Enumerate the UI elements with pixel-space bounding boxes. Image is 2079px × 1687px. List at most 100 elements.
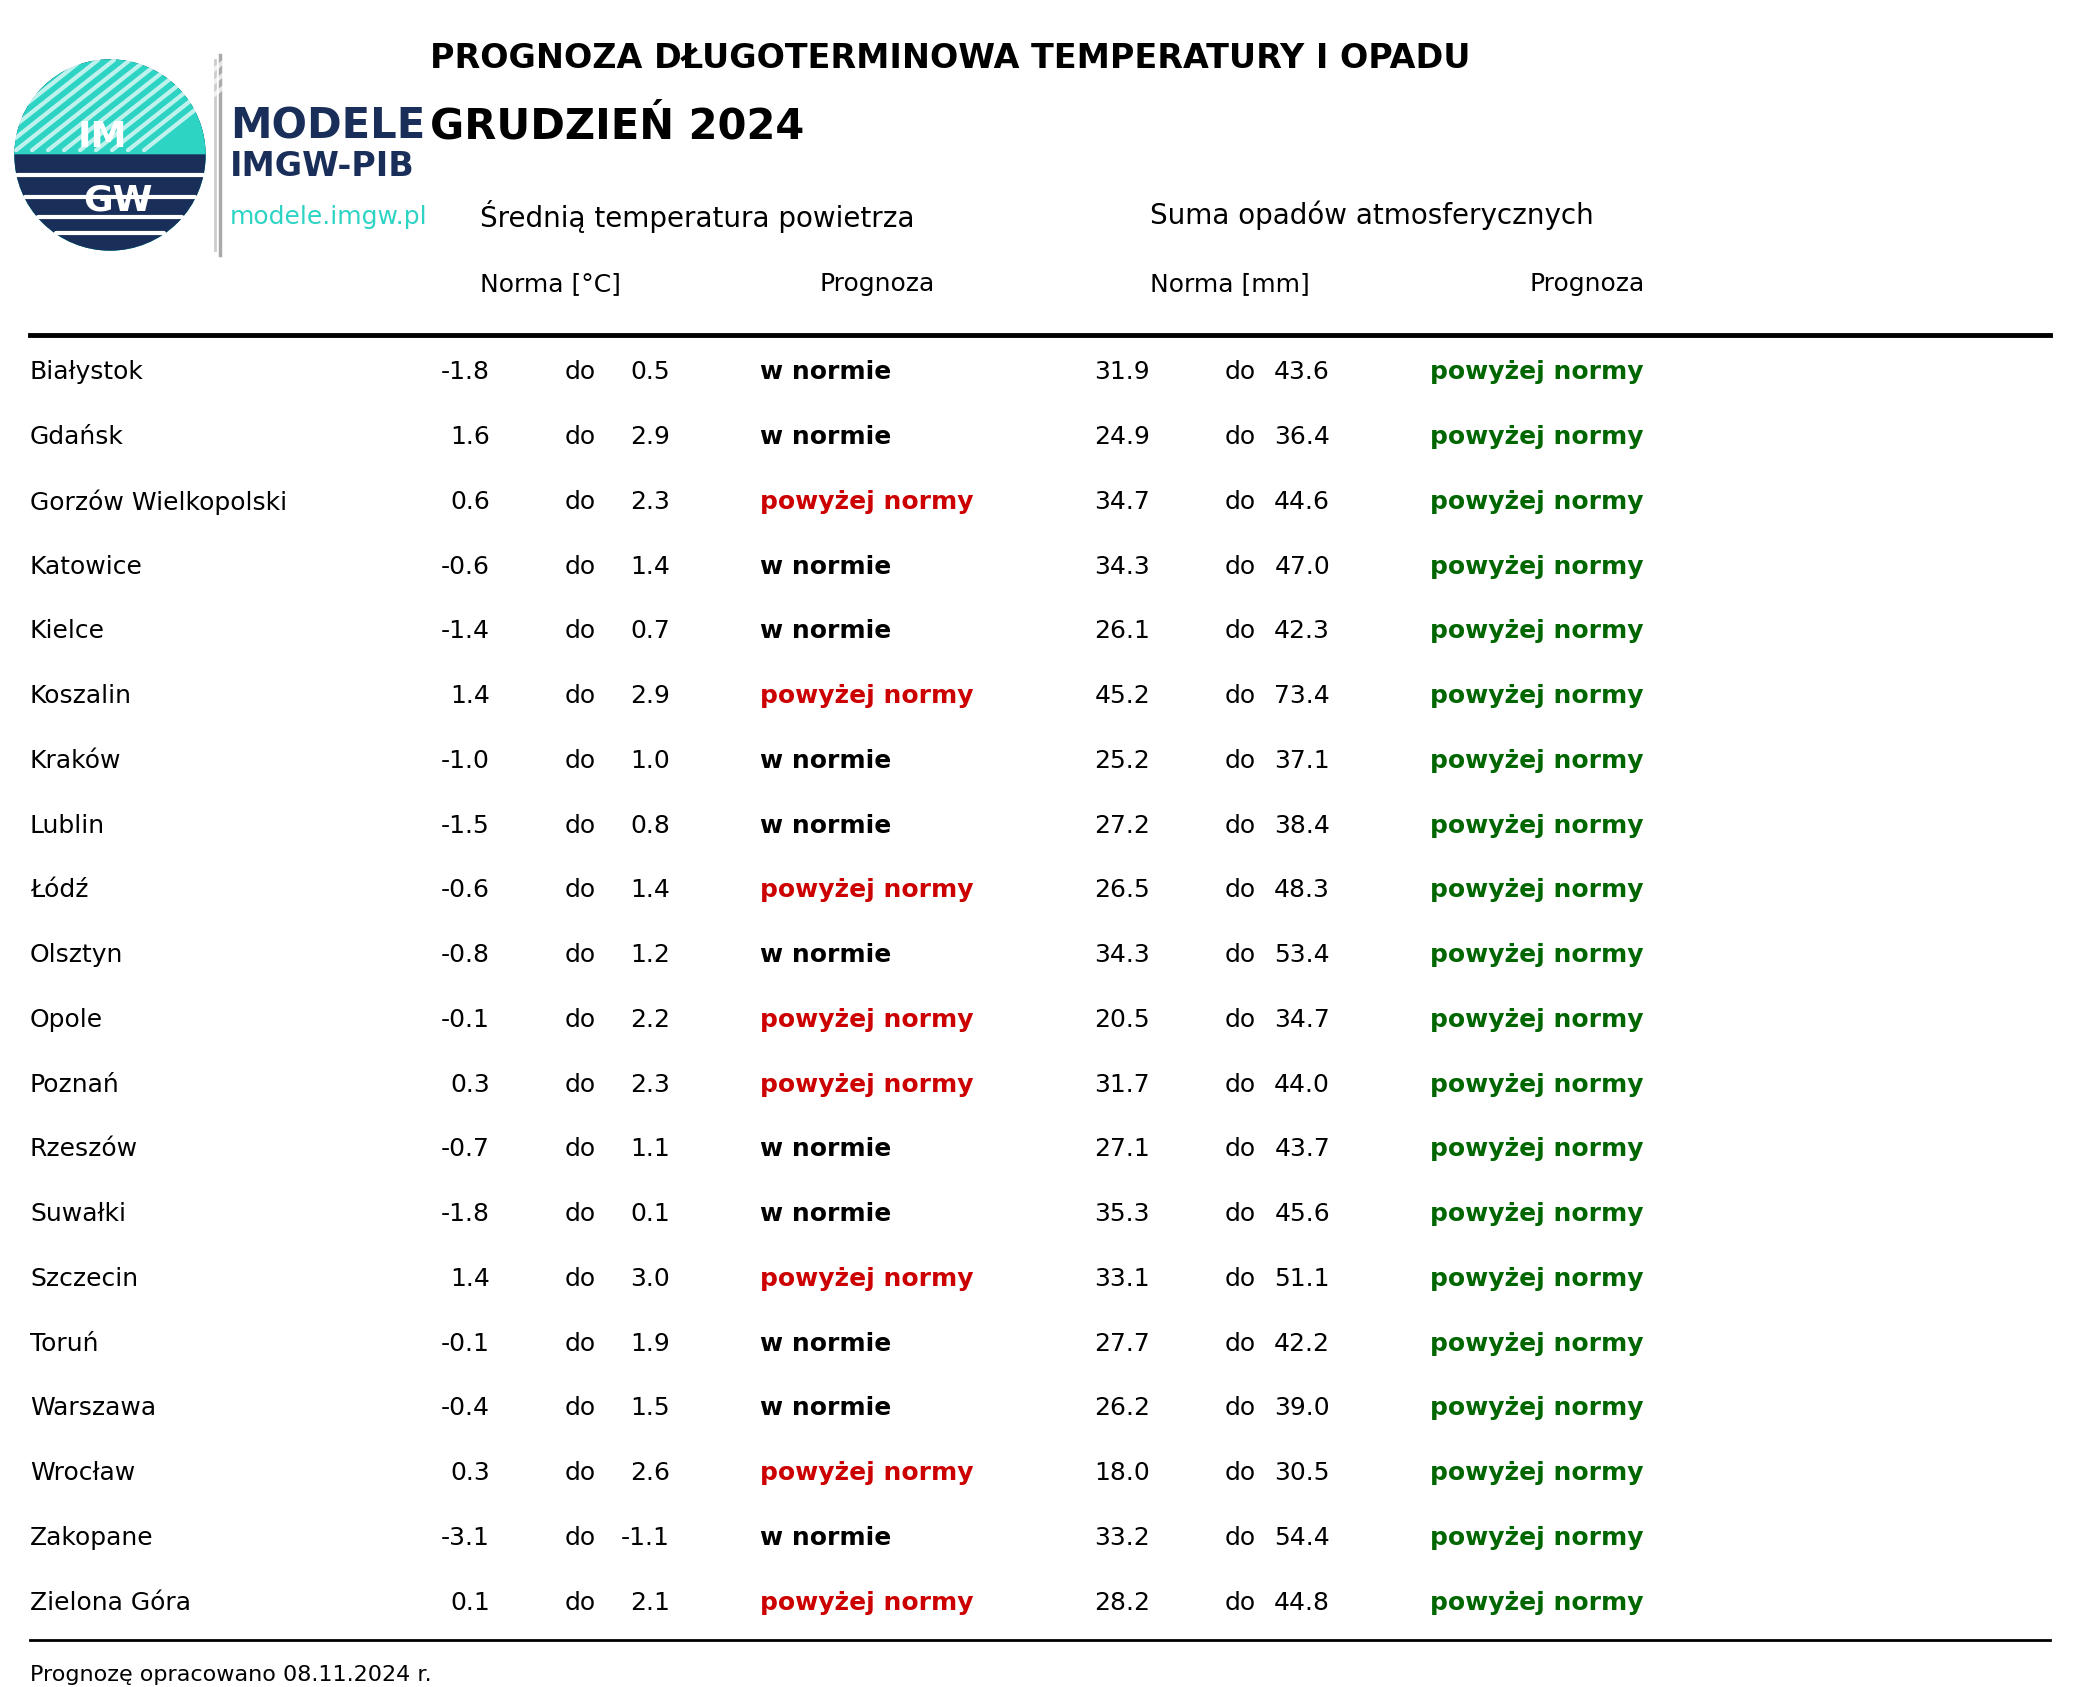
Text: do: do [1225, 1267, 1256, 1291]
Text: 73.4: 73.4 [1274, 685, 1331, 709]
Text: Suma opadów atmosferycznych: Suma opadów atmosferycznych [1150, 201, 1595, 229]
Text: -1.5: -1.5 [441, 813, 491, 838]
Text: Rzeszów: Rzeszów [29, 1137, 137, 1161]
Text: Opole: Opole [29, 1007, 104, 1032]
Text: do: do [1225, 1331, 1256, 1356]
Text: -1.0: -1.0 [441, 749, 491, 773]
Text: powyżej normy: powyżej normy [1430, 1267, 1644, 1291]
Text: 2.9: 2.9 [630, 685, 669, 709]
Text: 2.1: 2.1 [630, 1591, 669, 1614]
Text: do: do [1225, 1007, 1256, 1032]
Text: powyżej normy: powyżej normy [1430, 685, 1644, 709]
Text: 1.4: 1.4 [630, 555, 669, 579]
Text: w normie: w normie [761, 1331, 892, 1356]
Text: 1.1: 1.1 [630, 1137, 669, 1161]
Text: Gorzów Wielkopolski: Gorzów Wielkopolski [29, 489, 287, 515]
Text: w normie: w normie [761, 1203, 892, 1226]
Text: -0.7: -0.7 [441, 1137, 491, 1161]
Text: do: do [563, 685, 595, 709]
Text: powyżej normy: powyżej normy [1430, 1007, 1644, 1032]
Text: 1.2: 1.2 [630, 943, 669, 967]
Text: Koszalin: Koszalin [29, 685, 131, 709]
Text: 45.2: 45.2 [1094, 685, 1150, 709]
Text: powyżej normy: powyżej normy [761, 1591, 973, 1614]
Text: do: do [563, 1007, 595, 1032]
Text: 2.3: 2.3 [630, 489, 669, 515]
Text: powyżej normy: powyżej normy [1430, 1525, 1644, 1550]
Text: do: do [1225, 1073, 1256, 1097]
Text: do: do [563, 361, 595, 385]
Text: IM: IM [77, 120, 127, 154]
Text: 31.9: 31.9 [1094, 361, 1150, 385]
Text: 53.4: 53.4 [1274, 943, 1331, 967]
Text: 43.6: 43.6 [1274, 361, 1331, 385]
Text: 1.4: 1.4 [630, 879, 669, 903]
Text: 26.2: 26.2 [1094, 1397, 1150, 1420]
Text: 20.5: 20.5 [1094, 1007, 1150, 1032]
Text: -0.6: -0.6 [441, 555, 491, 579]
Text: powyżej normy: powyżej normy [761, 489, 973, 515]
Text: 31.7: 31.7 [1094, 1073, 1150, 1097]
Text: do: do [563, 1461, 595, 1485]
Text: do: do [1225, 685, 1256, 709]
Text: w normie: w normie [761, 813, 892, 838]
Text: -1.4: -1.4 [441, 619, 491, 643]
Text: 45.6: 45.6 [1274, 1203, 1331, 1226]
Text: Norma [mm]: Norma [mm] [1150, 272, 1310, 295]
Text: w normie: w normie [761, 1397, 892, 1420]
Text: 34.3: 34.3 [1094, 943, 1150, 967]
Text: powyżej normy: powyżej normy [1430, 943, 1644, 967]
Text: 0.7: 0.7 [630, 619, 669, 643]
Text: do: do [563, 1203, 595, 1226]
Text: -1.1: -1.1 [622, 1525, 669, 1550]
Text: 44.8: 44.8 [1274, 1591, 1331, 1614]
Text: Prognoza: Prognoza [1530, 272, 1644, 295]
Text: Lublin: Lublin [29, 813, 106, 838]
Text: 1.5: 1.5 [630, 1397, 669, 1420]
Text: Wrocław: Wrocław [29, 1461, 135, 1485]
Text: powyżej normy: powyżej normy [1430, 1461, 1644, 1485]
Text: Suwałki: Suwałki [29, 1203, 127, 1226]
Text: 28.2: 28.2 [1094, 1591, 1150, 1614]
Text: -1.8: -1.8 [441, 361, 491, 385]
Text: w normie: w normie [761, 1137, 892, 1161]
Text: 24.9: 24.9 [1094, 425, 1150, 449]
Text: powyżej normy: powyżej normy [761, 685, 973, 709]
Text: -0.1: -0.1 [441, 1331, 491, 1356]
Text: do: do [1225, 1203, 1256, 1226]
Text: 48.3: 48.3 [1274, 879, 1331, 903]
Text: -0.4: -0.4 [441, 1397, 491, 1420]
Text: GW: GW [83, 182, 152, 218]
Text: 27.2: 27.2 [1094, 813, 1150, 838]
Text: modele.imgw.pl: modele.imgw.pl [231, 206, 428, 229]
Text: powyżej normy: powyżej normy [1430, 1203, 1644, 1226]
Text: do: do [1225, 489, 1256, 515]
Text: do: do [1225, 879, 1256, 903]
Text: do: do [1225, 361, 1256, 385]
Text: 33.2: 33.2 [1094, 1525, 1150, 1550]
Text: powyżej normy: powyżej normy [1430, 1331, 1644, 1356]
Text: 2.9: 2.9 [630, 425, 669, 449]
Text: powyżej normy: powyżej normy [1430, 1397, 1644, 1420]
Wedge shape [15, 155, 206, 250]
Text: 42.2: 42.2 [1274, 1331, 1331, 1356]
Text: powyżej normy: powyżej normy [1430, 813, 1644, 838]
Text: 44.6: 44.6 [1274, 489, 1331, 515]
Text: do: do [563, 1525, 595, 1550]
Text: powyżej normy: powyżej normy [761, 1267, 973, 1291]
Text: 1.6: 1.6 [451, 425, 491, 449]
Text: do: do [1225, 425, 1256, 449]
Text: powyżej normy: powyżej normy [1430, 489, 1644, 515]
Text: do: do [1225, 1525, 1256, 1550]
Text: Białystok: Białystok [29, 361, 143, 385]
Text: 44.0: 44.0 [1274, 1073, 1331, 1097]
Text: 0.3: 0.3 [451, 1073, 491, 1097]
Text: powyżej normy: powyżej normy [1430, 1137, 1644, 1161]
Text: 1.9: 1.9 [630, 1331, 669, 1356]
Text: 2.6: 2.6 [630, 1461, 669, 1485]
Text: 0.5: 0.5 [630, 361, 669, 385]
Text: do: do [1225, 555, 1256, 579]
Text: do: do [1225, 749, 1256, 773]
Text: Toruń: Toruń [29, 1331, 98, 1356]
Text: powyżej normy: powyżej normy [1430, 749, 1644, 773]
